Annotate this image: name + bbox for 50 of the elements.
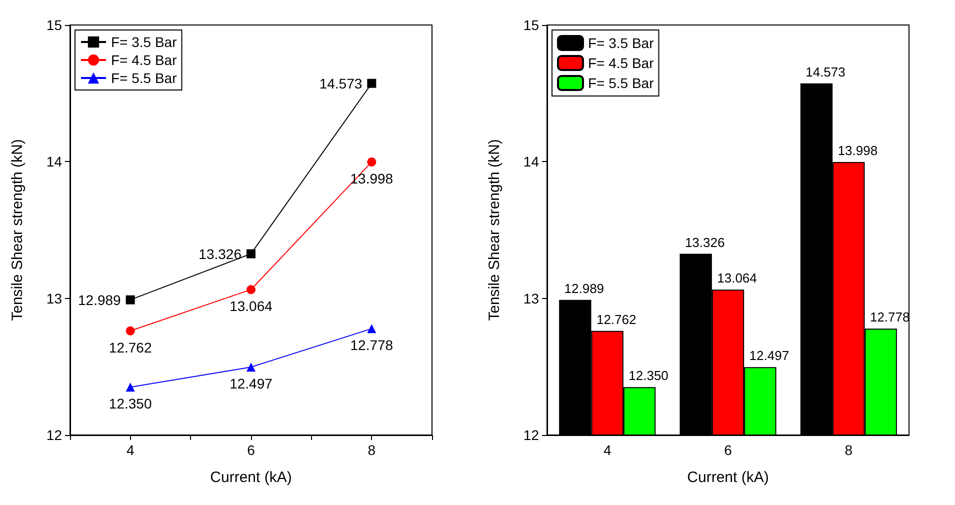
data-label: 14.573 [319,75,362,92]
x-tick-label: 8 [368,442,376,458]
x-axis-title: Current (kA) [210,469,292,486]
legend-label: F= 5.5 Bar [111,70,178,86]
data-label: 13.064 [717,270,757,286]
x-tick-label: 6 [724,442,732,458]
point [367,78,376,88]
point [126,295,135,304]
legend-label: F= 3.5 Bar [588,35,654,51]
data-label: 12.762 [596,312,636,327]
y-axis-title: Tensile Shear strength (kN) [9,139,26,321]
y-tick-label: 12 [523,427,540,443]
point [126,326,135,336]
legend-label: F= 4.5 Bar [588,55,654,71]
data-label: 12.778 [870,310,910,325]
legend-label: F= 5.5 Bar [588,75,654,91]
x-tick-label: 4 [126,442,134,458]
point [126,382,135,392]
y-tick-label: 13 [46,290,62,306]
data-label: 12.497 [230,376,273,392]
data-label: 13.064 [230,298,273,314]
data-label: 13.998 [838,142,878,158]
point [246,249,256,258]
data-label: 12.350 [108,396,152,412]
x-tick-label: 4 [603,442,612,458]
y-tick-label: 15 [46,17,62,33]
data-label: 13.326 [684,234,725,250]
data-label: 12.762 [108,339,152,356]
point [367,324,376,334]
data-label: 12.497 [749,348,790,364]
point [246,285,256,294]
legend-label: F= 3.5 Bar [111,34,178,50]
legend-label: F= 4.5 Bar [111,52,178,68]
x-tick-label: 8 [844,442,853,458]
y-tick-label: 14 [523,154,540,170]
point [246,362,256,372]
data-label: 14.573 [806,64,846,80]
data-label: 13.326 [198,246,242,262]
data-label: 12.350 [628,368,668,384]
data-label: 12.778 [350,337,394,354]
x-axis-title: Current (kA) [687,469,769,486]
y-tick-label: 15 [523,17,540,33]
y-tick-label: 14 [46,154,62,170]
point [367,157,376,166]
data-label: 12.989 [78,292,122,308]
y-tick-label: 13 [523,290,540,306]
data-label: 12.989 [564,280,604,296]
y-tick-label: 12 [46,427,62,443]
x-tick-label: 6 [247,442,256,458]
y-axis-title: Tensile Shear strength (kN) [486,139,503,321]
